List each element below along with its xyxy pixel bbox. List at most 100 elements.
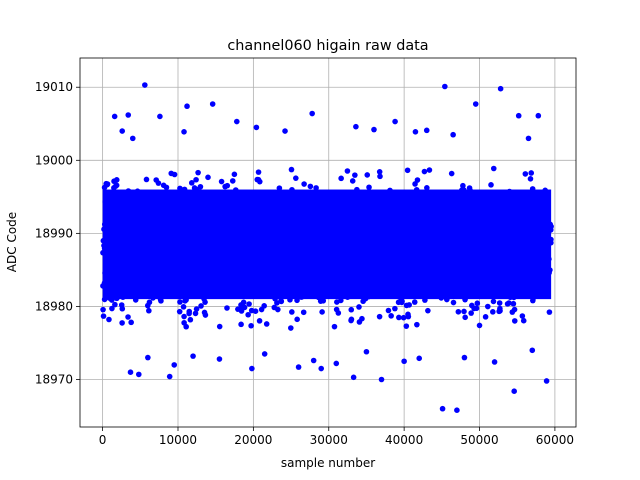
data-point — [344, 168, 351, 174]
data-point — [246, 301, 252, 307]
data-point — [522, 171, 529, 177]
data-point — [310, 357, 317, 364]
data-point — [182, 298, 188, 304]
data-point — [510, 300, 517, 307]
data-point — [190, 353, 196, 359]
data-point — [307, 183, 314, 190]
data-point — [261, 303, 267, 309]
x-tick-label: 20000 — [234, 433, 272, 447]
data-point — [163, 184, 170, 191]
data-point — [288, 325, 294, 331]
data-point — [450, 131, 456, 138]
y-tick-label: 18990 — [35, 226, 73, 240]
data-point — [119, 128, 126, 134]
data-point — [378, 376, 385, 383]
data-point — [111, 113, 118, 120]
data-point — [490, 309, 496, 315]
data-point — [177, 299, 183, 305]
data-point — [224, 182, 231, 189]
data-point — [261, 351, 268, 357]
data-point — [129, 135, 136, 142]
data-point — [403, 302, 410, 309]
data-point — [388, 313, 394, 319]
data-point — [294, 316, 300, 323]
data-point — [142, 82, 148, 88]
x-tick-label: 40000 — [385, 433, 423, 447]
data-point — [356, 304, 362, 310]
data-point — [293, 175, 299, 181]
x-axis-ticks: 0 10000 20000 30000 40000 50000 60000 — [99, 427, 574, 447]
data-point — [248, 322, 254, 329]
data-point — [263, 321, 270, 327]
data-point — [249, 365, 255, 372]
data-point — [188, 180, 195, 186]
data-point — [119, 320, 125, 326]
data-point — [455, 308, 462, 315]
data-point — [235, 306, 241, 312]
data-point — [350, 374, 357, 381]
data-point — [112, 183, 119, 189]
data-point — [461, 354, 468, 361]
data-point — [348, 316, 355, 323]
data-point — [491, 359, 498, 365]
data-point — [520, 317, 527, 324]
data-point — [405, 313, 412, 320]
data-point — [377, 173, 383, 180]
data-point — [462, 314, 468, 321]
data-point — [205, 174, 211, 181]
data-point — [333, 360, 340, 367]
data-point — [535, 112, 542, 119]
data-point — [135, 371, 142, 378]
data-point — [404, 167, 411, 174]
data-point — [255, 176, 262, 183]
data-point — [238, 321, 244, 328]
data-point — [497, 85, 504, 92]
data-point — [231, 171, 238, 178]
data-point — [171, 362, 178, 368]
data-point — [527, 175, 534, 182]
data-point — [109, 305, 115, 312]
data-point — [166, 373, 173, 380]
x-tick-label: 60000 — [536, 433, 574, 447]
data-point — [233, 118, 240, 125]
data-point — [473, 305, 480, 312]
data-point — [490, 298, 497, 305]
data-point — [318, 365, 325, 372]
data-point — [546, 309, 553, 315]
data-point — [193, 176, 199, 183]
data-point — [111, 178, 117, 185]
data-point — [333, 306, 340, 313]
data-point — [282, 128, 288, 134]
data-point — [334, 299, 340, 305]
data-point — [252, 308, 259, 314]
data-point — [511, 388, 517, 394]
x-axis-title: sample number — [281, 456, 375, 470]
data-point — [468, 310, 474, 316]
data-point — [238, 302, 244, 308]
data-point — [145, 354, 151, 361]
data-point — [181, 129, 187, 135]
data-point — [403, 323, 410, 329]
data-point — [118, 302, 125, 308]
data-point — [104, 181, 110, 188]
data-point — [198, 303, 204, 309]
data-point — [348, 306, 355, 313]
y-tick-label: 19010 — [35, 80, 73, 94]
data-point — [476, 322, 483, 329]
data-point — [218, 178, 225, 185]
data-point — [300, 309, 307, 316]
data-point — [450, 299, 457, 306]
data-point — [349, 178, 356, 184]
data-point — [216, 323, 223, 330]
data-point — [426, 167, 433, 173]
data-point — [256, 318, 263, 324]
data-point — [385, 307, 392, 314]
data-point — [106, 316, 112, 323]
data-point — [525, 135, 532, 142]
data-point — [396, 314, 402, 321]
y-tick-label: 19000 — [35, 153, 73, 167]
data-point — [146, 299, 153, 306]
data-point — [184, 103, 190, 110]
data-point — [371, 126, 377, 133]
data-point — [186, 310, 192, 317]
